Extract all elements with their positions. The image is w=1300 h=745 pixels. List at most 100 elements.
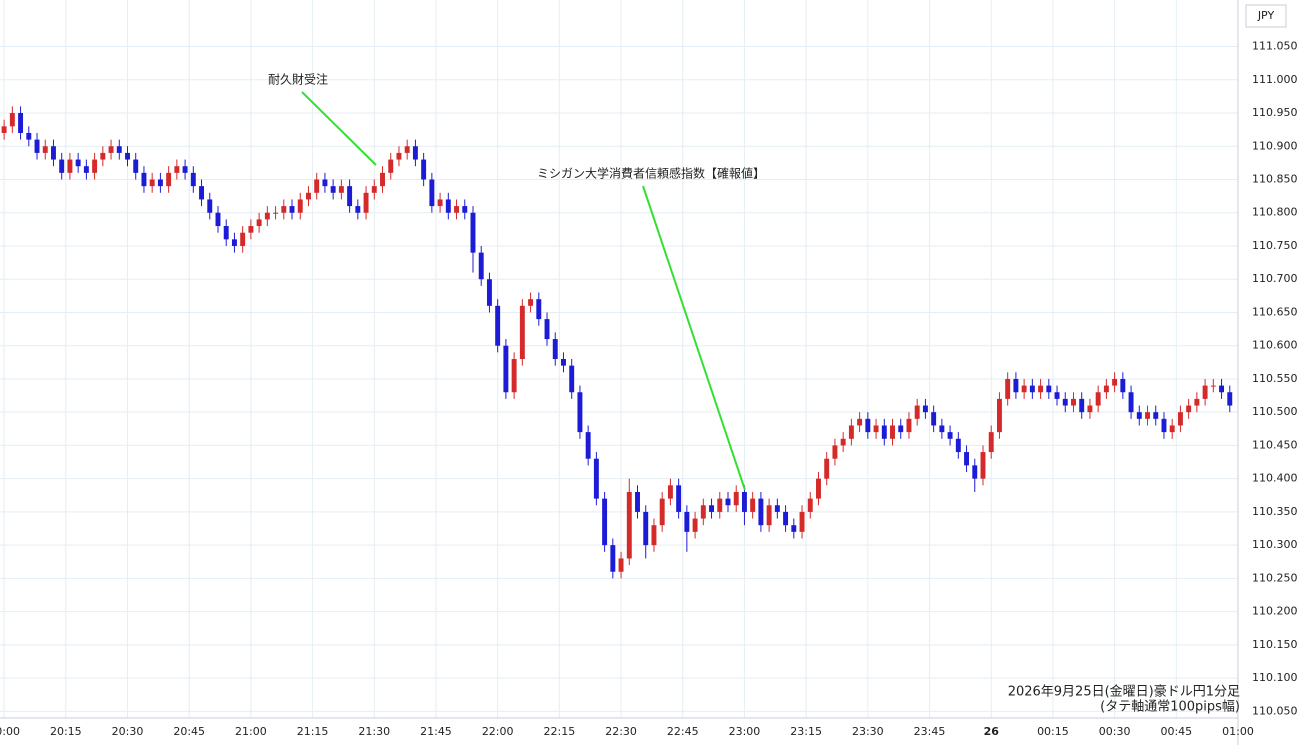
y-tick-label: 110.350 xyxy=(1252,505,1298,518)
candle-body xyxy=(1194,398,1200,406)
candle-body xyxy=(766,505,772,526)
candle-body xyxy=(750,498,756,512)
candle-body xyxy=(1005,378,1011,399)
x-tick-label: 20:45 xyxy=(173,725,205,738)
candle-body xyxy=(1038,385,1044,393)
candle-body xyxy=(223,226,229,240)
x-tick-label: 21:30 xyxy=(358,725,390,738)
x-tick-label: 26 xyxy=(984,725,1000,738)
candle-body xyxy=(1079,398,1085,413)
x-tick-label: 23:00 xyxy=(729,725,761,738)
candle-body xyxy=(421,159,427,180)
candle-body xyxy=(67,159,73,173)
candle-body xyxy=(1,126,7,133)
annotation-line xyxy=(642,185,746,491)
candle-body xyxy=(832,445,838,459)
candle-body xyxy=(445,199,451,213)
y-tick-label: 110.750 xyxy=(1252,239,1298,252)
y-tick-label: 111.050 xyxy=(1252,40,1298,53)
candle-body xyxy=(684,511,690,532)
candle-body xyxy=(511,359,517,393)
candle-body xyxy=(988,432,994,453)
candle-body xyxy=(676,485,682,512)
candle-body xyxy=(791,525,797,532)
candle-body xyxy=(635,491,640,512)
candle-body xyxy=(931,412,937,426)
candle-body xyxy=(865,418,871,433)
y-tick-label: 110.500 xyxy=(1252,405,1298,418)
candle-body xyxy=(1054,392,1060,399)
candle-body xyxy=(1029,385,1035,393)
candle-body xyxy=(240,232,246,246)
candle-body xyxy=(1046,385,1052,393)
y-tick-label: 110.400 xyxy=(1252,472,1298,485)
candle-body xyxy=(577,392,583,433)
candle-body xyxy=(519,305,525,359)
candle-body xyxy=(149,179,155,187)
candle-body xyxy=(1202,385,1208,399)
candle-body xyxy=(347,186,353,207)
x-tick-label: 22:15 xyxy=(544,725,576,738)
candle-body xyxy=(717,498,723,512)
candle-body xyxy=(898,425,904,433)
candle-body xyxy=(437,199,443,207)
candle-body xyxy=(667,485,673,499)
candle-body xyxy=(1210,385,1216,387)
candle-body xyxy=(1071,398,1076,406)
x-tick-label: 21:15 xyxy=(297,725,329,738)
x-tick-label: 00:30 xyxy=(1099,725,1131,738)
candle-body xyxy=(1013,378,1019,393)
candle-body xyxy=(939,425,945,433)
candle-body xyxy=(1136,412,1142,419)
candle-body xyxy=(602,498,608,546)
y-tick-label: 110.950 xyxy=(1252,106,1298,119)
candle-body xyxy=(561,359,566,366)
candle-body xyxy=(528,299,534,306)
candle-body xyxy=(799,511,805,532)
x-tick-label: 20:30 xyxy=(112,725,144,738)
candle-body xyxy=(1169,425,1175,433)
candle-body xyxy=(1186,405,1192,413)
y-tick-label: 110.150 xyxy=(1252,638,1298,651)
y-tick-label: 110.100 xyxy=(1252,671,1298,684)
y-tick-label: 110.250 xyxy=(1252,571,1298,584)
candle-body xyxy=(371,186,377,193)
candle-body xyxy=(1103,385,1109,393)
candle-body xyxy=(51,146,56,160)
candle-body xyxy=(429,179,435,207)
annotation: ミシガン大学消費者信頼感指数【確報値】 xyxy=(537,166,765,181)
candle-body xyxy=(947,432,953,439)
candle-body xyxy=(1062,398,1068,406)
x-tick-label: 00:15 xyxy=(1037,725,1069,738)
candle-body xyxy=(174,166,180,173)
candle-body xyxy=(396,152,402,160)
candle-body xyxy=(651,525,657,546)
x-tick-label: 20:15 xyxy=(50,725,82,738)
candle-body xyxy=(306,192,311,200)
candle-body xyxy=(1095,392,1101,406)
candle-body xyxy=(231,239,237,246)
x-tick-label: 20:00 xyxy=(0,725,20,738)
currency-box xyxy=(1245,4,1287,28)
candle-body xyxy=(1128,392,1134,413)
candle-body xyxy=(725,498,731,506)
candle-body xyxy=(569,365,575,393)
candle-body xyxy=(1227,392,1233,406)
candle-body xyxy=(906,418,912,433)
candle-body xyxy=(322,179,328,187)
grid xyxy=(0,0,1239,718)
candle-body xyxy=(848,425,854,439)
candle-body xyxy=(330,186,336,193)
x-tick-label: 22:45 xyxy=(667,725,699,738)
axes: 110.050 110.100 110.150 110.200 110.250 110.3… xyxy=(0,40,1298,738)
candle-body xyxy=(100,152,106,160)
candle-body xyxy=(1219,385,1225,393)
candle-body xyxy=(1112,378,1118,386)
candle-body xyxy=(824,458,830,479)
y-tick-label: 110.450 xyxy=(1252,438,1298,451)
x-tick-label: 21:45 xyxy=(420,725,452,738)
candle-body xyxy=(470,212,476,253)
candle-body xyxy=(273,212,279,214)
